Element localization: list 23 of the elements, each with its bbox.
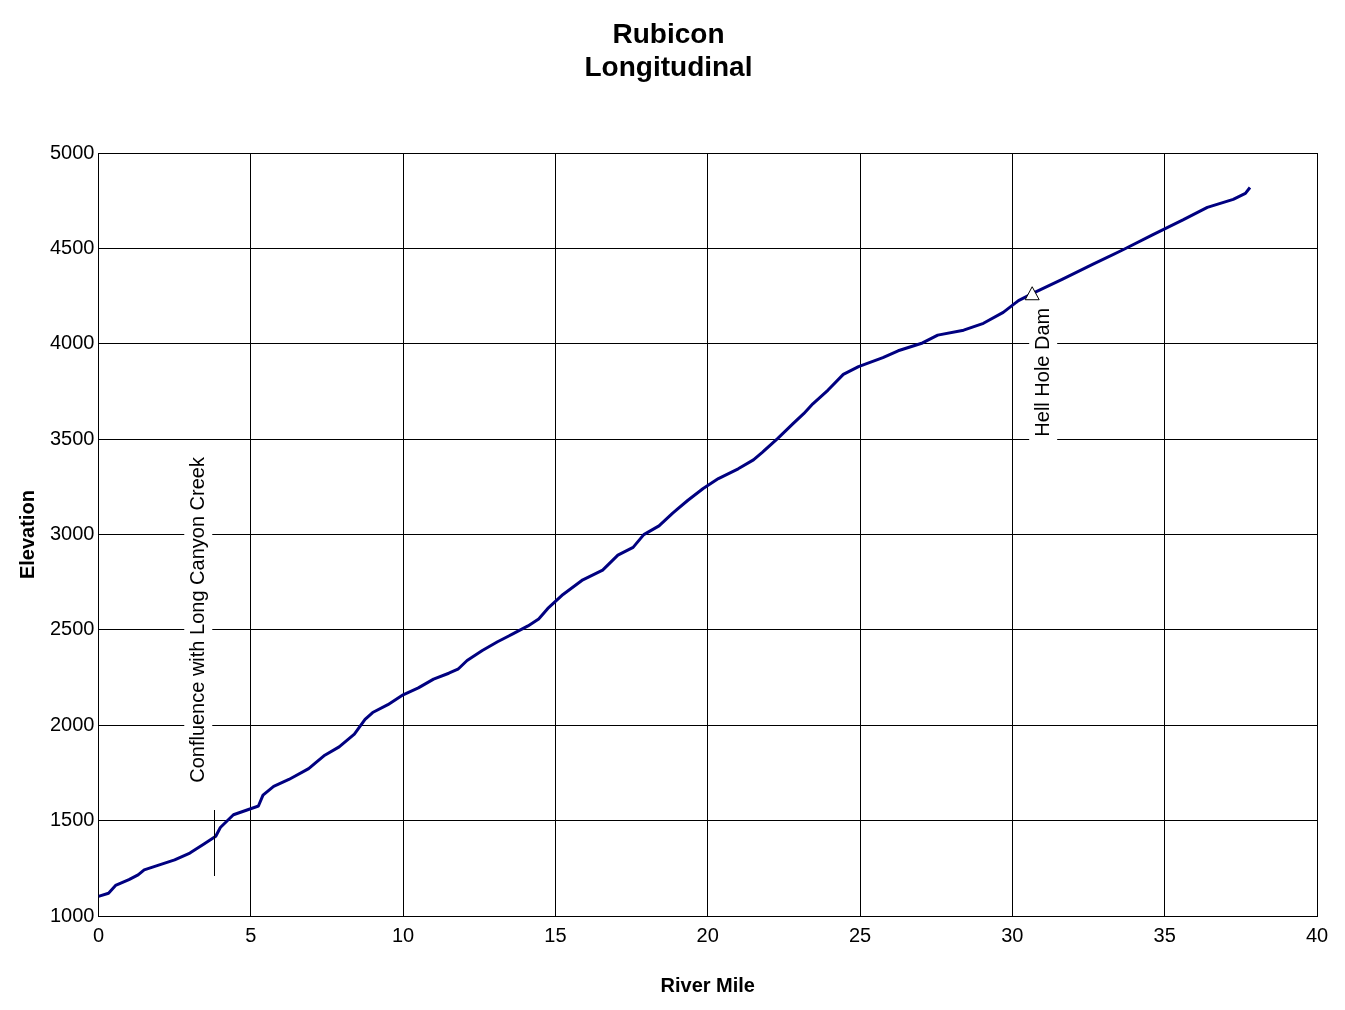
- y-axis-title: Elevation: [15, 490, 38, 580]
- x-axis-title: River Mile: [660, 973, 755, 996]
- y-tick-label: 3500: [49, 426, 95, 449]
- y-tick-label: 1000: [49, 903, 95, 926]
- x-tick-label: 20: [696, 923, 719, 946]
- x-tick-label: 0: [92, 923, 105, 946]
- y-tick-label: 1500: [49, 808, 95, 831]
- y-tick-label: 4500: [49, 236, 95, 259]
- x-tick-label: 25: [848, 923, 872, 946]
- x-tick-label: 5: [245, 923, 257, 946]
- x-tick-label: 35: [1153, 923, 1176, 946]
- x-tick-label: 30: [1001, 923, 1024, 946]
- x-tick-label: 10: [391, 923, 415, 946]
- x-tick-label: 15: [544, 923, 567, 946]
- y-tick-label: 4000: [49, 331, 95, 354]
- annotation: Hell Hole Dam: [1030, 307, 1053, 437]
- annotation: Confluence with Long Canyon Creek: [185, 456, 208, 783]
- x-tick-label: 40: [1305, 923, 1329, 946]
- y-tick-label: 3000: [49, 522, 95, 545]
- y-tick-label: 2500: [49, 617, 95, 640]
- chart-title: Rubicon Longitudinal: [584, 17, 753, 83]
- y-tick-label: 2000: [49, 712, 95, 735]
- y-tick-label: 5000: [49, 140, 95, 163]
